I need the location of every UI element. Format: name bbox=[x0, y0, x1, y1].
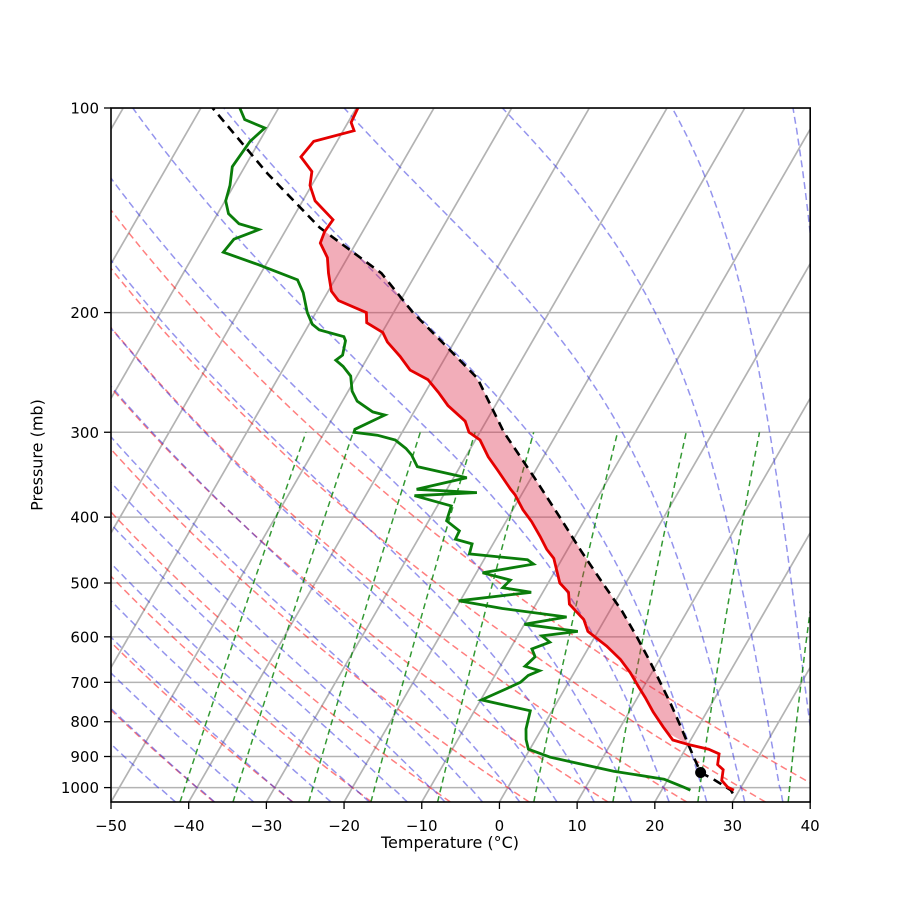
y-tick-label: 700 bbox=[70, 674, 99, 692]
dewpoint-line bbox=[220, 108, 691, 792]
x-tick-label: −30 bbox=[251, 817, 283, 835]
plot-frame bbox=[110, 107, 812, 803]
y-tick-label: 600 bbox=[70, 628, 99, 646]
x-tick-label: 30 bbox=[723, 817, 742, 835]
x-tick-label: 0 bbox=[495, 817, 505, 835]
temperature-line bbox=[299, 108, 735, 792]
y-tick-label: 100 bbox=[70, 100, 99, 118]
isotherm-lines bbox=[111, 108, 811, 802]
x-tick-label: −50 bbox=[95, 817, 127, 835]
y-tick-label: 800 bbox=[70, 713, 99, 731]
x-tick-label: 10 bbox=[568, 817, 587, 835]
x-tick-label: −10 bbox=[406, 817, 438, 835]
x-tick-label: 40 bbox=[801, 817, 820, 835]
cape-shading-area bbox=[320, 229, 689, 745]
lcl-dot-marker bbox=[695, 766, 707, 778]
y-tick-label: 900 bbox=[70, 748, 99, 766]
x-axis-title: Temperature (°C) bbox=[380, 833, 520, 852]
y-tick-label: 300 bbox=[70, 424, 99, 442]
y-tick-label: 400 bbox=[70, 509, 99, 527]
mixing-ratio-lines bbox=[179, 432, 811, 802]
isobar-lines bbox=[111, 108, 811, 789]
y-tick-label: 200 bbox=[70, 304, 99, 322]
x-tick-label: 20 bbox=[645, 817, 664, 835]
plot-area bbox=[111, 108, 811, 802]
x-tick-label: −40 bbox=[173, 817, 205, 835]
x-tick-label: −20 bbox=[328, 817, 360, 835]
tick-labels: −50 −40 −30 −20 −10 0 10 20 30 40 100 200 300 400 500 6… bbox=[61, 100, 820, 836]
y-tick-label: 1000 bbox=[61, 779, 99, 797]
y-axis-title: Pressure (mb) bbox=[27, 399, 47, 511]
moist-adiabat-lines bbox=[111, 108, 811, 802]
axis-ticks bbox=[104, 107, 811, 809]
y-tick-label: 500 bbox=[70, 575, 99, 593]
parcel-path-line bbox=[211, 108, 734, 795]
